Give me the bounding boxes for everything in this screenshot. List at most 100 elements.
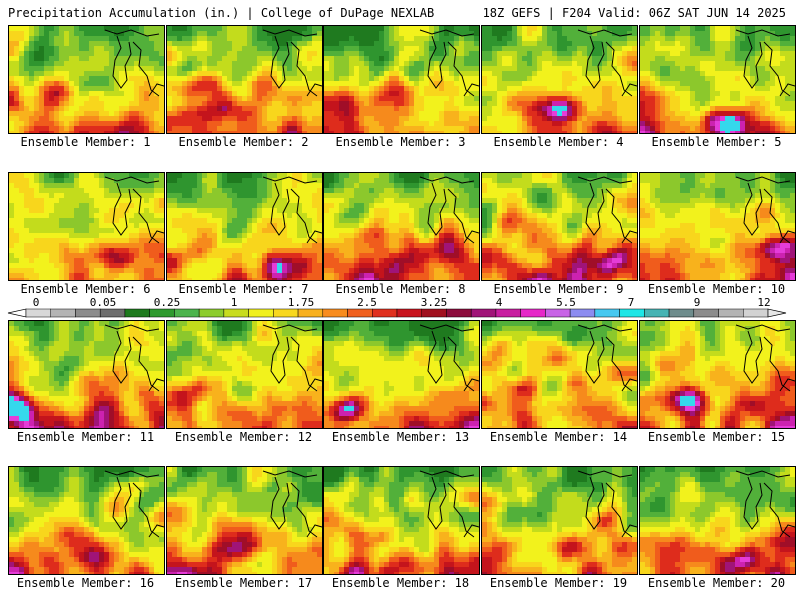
precip-field xyxy=(482,26,637,133)
precip-field xyxy=(482,173,637,280)
colorbar-swatch xyxy=(421,308,447,318)
ensemble-member-label: Ensemble Member: 18 xyxy=(331,576,470,590)
colorbar-swatch xyxy=(174,308,200,318)
colorbar-swatch xyxy=(149,308,175,318)
ensemble-member-map xyxy=(323,466,480,575)
ensemble-member-label: Ensemble Member: 1 xyxy=(20,135,151,149)
ensemble-member-label: Ensemble Member: 16 xyxy=(16,576,155,590)
colorbar-swatch xyxy=(297,308,324,318)
ensemble-member-map xyxy=(323,172,480,281)
colorbar-tick-label: 0.25 xyxy=(154,296,181,309)
colorbar-swatch xyxy=(273,308,299,318)
ensemble-member-map xyxy=(639,25,796,134)
great-lakes-outline xyxy=(735,29,795,97)
precip-field xyxy=(324,173,479,280)
great-lakes-outline xyxy=(262,324,322,392)
great-lakes-outline xyxy=(419,324,479,392)
colorbar-tick-label: 7 xyxy=(628,296,635,309)
colorbar-swatch xyxy=(75,308,101,318)
colorbar-swatch xyxy=(668,308,695,318)
precip-field xyxy=(482,467,637,574)
product-title: Precipitation Accumulation (in.) | Colle… xyxy=(8,6,435,20)
precip-field xyxy=(167,321,322,428)
colorbar-tick-label: 0.05 xyxy=(90,296,117,309)
ensemble-member-map xyxy=(481,25,638,134)
ensemble-member-map xyxy=(8,25,165,134)
run-valid-time: 18Z GEFS | F204 Valid: 06Z SAT JUN 14 20… xyxy=(482,6,786,20)
ensemble-member-label: Ensemble Member: 9 xyxy=(493,282,624,296)
colorbar-swatch xyxy=(124,308,150,318)
colorbar-swatch xyxy=(25,308,51,318)
ensemble-member-map xyxy=(8,466,165,575)
ensemble-member-map xyxy=(481,466,638,575)
ensemble-member-map xyxy=(323,25,480,134)
colorbar-under-arrow xyxy=(7,308,27,318)
precip-field xyxy=(640,467,795,574)
ensemble-member-label: Ensemble Member: 11 xyxy=(16,430,155,444)
ensemble-member-label: Ensemble Member: 15 xyxy=(647,430,786,444)
ensemble-member-map xyxy=(166,466,323,575)
great-lakes-outline xyxy=(104,176,164,244)
ensemble-member-map xyxy=(166,172,323,281)
colorbar-swatch xyxy=(322,308,348,318)
ensemble-member-label: Ensemble Member: 17 xyxy=(174,576,313,590)
colorbar-swatch xyxy=(372,308,398,318)
colorbar-tick-label: 12 xyxy=(757,296,770,309)
colorbar-swatch xyxy=(545,308,571,318)
precip-field xyxy=(167,467,322,574)
colorbar-tick-label: 2.5 xyxy=(357,296,377,309)
colorbar-swatch xyxy=(569,308,596,318)
great-lakes-outline xyxy=(104,324,164,392)
great-lakes-outline xyxy=(735,176,795,244)
colorbar-tick-label: 1.75 xyxy=(288,296,315,309)
ensemble-member-map xyxy=(639,466,796,575)
colorbar-tick-label: 9 xyxy=(694,296,701,309)
ensemble-member-label: Ensemble Member: 19 xyxy=(489,576,628,590)
great-lakes-outline xyxy=(735,470,795,538)
ensemble-member-map xyxy=(481,172,638,281)
colorbar-swatch xyxy=(223,308,249,318)
colorbar-swatch xyxy=(248,308,274,318)
ensemble-member-map xyxy=(166,25,323,134)
colorbar-swatch xyxy=(594,308,620,318)
colorbar-tick-label: 1 xyxy=(231,296,238,309)
ensemble-member-map xyxy=(8,172,165,281)
precip-field xyxy=(9,173,164,280)
great-lakes-outline xyxy=(104,29,164,97)
colorbar-swatch xyxy=(693,308,719,318)
ensemble-member-label: Ensemble Member: 8 xyxy=(335,282,466,296)
colorbar-swatch xyxy=(99,308,126,318)
great-lakes-outline xyxy=(419,176,479,244)
colorbar-swatch xyxy=(718,308,744,318)
ensemble-member-label: Ensemble Member: 3 xyxy=(335,135,466,149)
great-lakes-outline xyxy=(577,176,637,244)
great-lakes-outline xyxy=(262,176,322,244)
ensemble-member-label: Ensemble Member: 4 xyxy=(493,135,624,149)
precip-field xyxy=(640,321,795,428)
ensemble-member-map xyxy=(481,320,638,429)
precip-field xyxy=(9,467,164,574)
colorbar-over-arrow xyxy=(767,308,787,318)
ensemble-member-label: Ensemble Member: 12 xyxy=(174,430,313,444)
precip-field xyxy=(167,26,322,133)
colorbar-swatch xyxy=(743,308,769,318)
colorbar-swatch xyxy=(396,308,422,318)
ensemble-member-label: Ensemble Member: 5 xyxy=(651,135,782,149)
precip-field xyxy=(324,26,479,133)
ensemble-member-map xyxy=(639,172,796,281)
ensemble-member-label: Ensemble Member: 13 xyxy=(331,430,470,444)
great-lakes-outline xyxy=(577,29,637,97)
precip-field xyxy=(640,173,795,280)
ensemble-member-label: Ensemble Member: 10 xyxy=(647,282,786,296)
great-lakes-outline xyxy=(419,470,479,538)
ensemble-member-map xyxy=(323,320,480,429)
precip-field xyxy=(9,321,164,428)
ensemble-member-label: Ensemble Member: 14 xyxy=(489,430,628,444)
colorbar-swatch xyxy=(198,308,225,318)
colorbar-tick-label: 4 xyxy=(496,296,503,309)
ensemble-member-map xyxy=(166,320,323,429)
colorbar-swatch xyxy=(644,308,670,318)
great-lakes-outline xyxy=(262,29,322,97)
great-lakes-outline xyxy=(104,470,164,538)
great-lakes-outline xyxy=(262,470,322,538)
